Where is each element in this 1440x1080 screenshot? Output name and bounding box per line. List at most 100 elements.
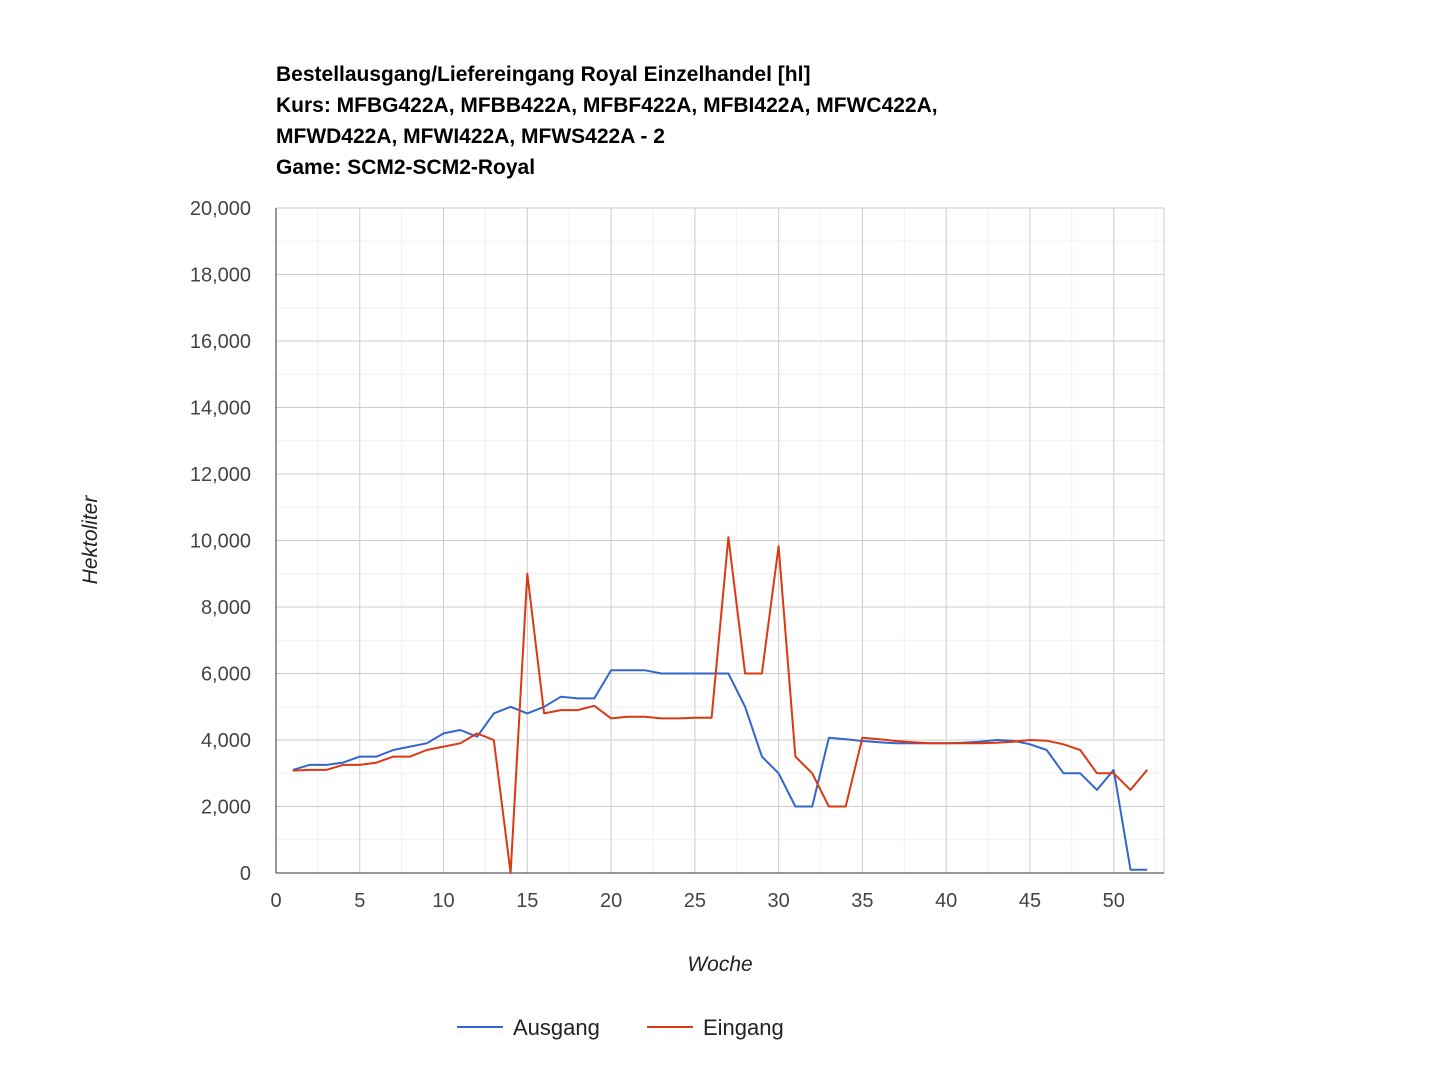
data-point	[744, 672, 747, 675]
data-point	[995, 739, 998, 742]
data-point	[811, 805, 814, 808]
data-point	[425, 742, 428, 745]
data-point	[961, 742, 964, 745]
chart-title: Bestellausgang/Liefereingang Royal Einze…	[276, 59, 938, 183]
data-point	[325, 763, 328, 766]
data-point	[794, 755, 797, 758]
data-point	[911, 741, 914, 744]
minor-gridlines	[276, 208, 1164, 873]
y-axis-tick-labels: 0 2,000 4,000 6,000 8,000 10,000 12,000 14,000 1…	[190, 198, 251, 885]
data-point	[1062, 772, 1065, 775]
data-point	[1045, 739, 1048, 742]
data-point	[308, 763, 311, 766]
data-point	[1129, 868, 1132, 871]
chart-title-line-2: Kurs: MFBG422A, MFBB422A, MFBF422A, MFBI…	[276, 94, 938, 117]
data-point	[559, 709, 562, 712]
x-tick-label: 35	[851, 890, 873, 912]
y-tick-label: 16,000	[190, 331, 251, 353]
data-point	[777, 545, 780, 548]
data-point	[878, 741, 881, 744]
data-point	[928, 742, 931, 745]
data-point	[794, 805, 797, 808]
data-point	[308, 768, 311, 771]
data-point	[693, 716, 696, 719]
data-point	[844, 805, 847, 808]
legend-label-eingang: Eingang	[703, 1015, 784, 1040]
series-ausgang	[292, 669, 1148, 871]
data-point	[476, 735, 479, 738]
data-point	[1012, 740, 1015, 743]
legend-label-ausgang: Ausgang	[513, 1015, 600, 1040]
data-point	[492, 739, 495, 742]
data-point	[526, 572, 529, 575]
data-point	[660, 672, 663, 675]
data-point	[811, 772, 814, 775]
x-axis-tick-labels: 0 5 10 15 20 25 30 35 40 45 50	[270, 890, 1124, 912]
data-point	[710, 716, 713, 719]
data-point	[878, 738, 881, 741]
data-point	[1095, 788, 1098, 791]
data-point	[409, 745, 412, 748]
x-axis-title: Woche	[687, 953, 752, 976]
data-point	[1112, 772, 1115, 775]
y-tick-label: 4,000	[201, 730, 251, 752]
x-tick-label: 50	[1103, 890, 1125, 912]
data-point	[576, 697, 579, 700]
y-tick-label: 20,000	[190, 198, 251, 220]
y-tick-label: 18,000	[190, 265, 251, 287]
data-point	[459, 729, 462, 732]
data-point	[1095, 772, 1098, 775]
data-point	[1028, 739, 1031, 742]
data-point	[677, 717, 680, 720]
x-tick-label: 40	[935, 890, 957, 912]
data-point	[610, 717, 613, 720]
data-point	[760, 755, 763, 758]
y-tick-label: 0	[240, 863, 251, 885]
data-point	[476, 732, 479, 735]
series-line-eingang	[292, 536, 1148, 874]
y-tick-label: 14,000	[190, 398, 251, 420]
data-point	[610, 669, 613, 672]
data-point	[425, 748, 428, 751]
y-tick-label: 6,000	[201, 664, 251, 686]
x-tick-label: 45	[1019, 890, 1041, 912]
x-tick-label: 15	[516, 890, 538, 912]
data-point	[727, 536, 730, 539]
data-point	[727, 672, 730, 675]
data-point	[593, 697, 596, 700]
data-point	[593, 704, 596, 707]
data-point	[492, 712, 495, 715]
data-point	[1129, 788, 1132, 791]
data-point	[442, 732, 445, 735]
data-point	[291, 769, 294, 772]
y-tick-label: 8,000	[201, 597, 251, 619]
data-point	[375, 761, 378, 764]
data-point	[1045, 748, 1048, 751]
data-point	[995, 741, 998, 744]
data-point	[1146, 768, 1149, 771]
data-point	[1028, 743, 1031, 746]
x-tick-label: 10	[432, 890, 454, 912]
chart-title-line-3: MFWD422A, MFWI422A, MFWS422A - 2	[276, 125, 665, 148]
data-point	[945, 742, 948, 745]
data-point	[509, 705, 512, 708]
y-tick-label: 10,000	[190, 531, 251, 553]
x-tick-label: 5	[354, 890, 365, 912]
y-tick-label: 12,000	[190, 464, 251, 486]
data-point	[643, 715, 646, 718]
series-eingang	[291, 536, 1149, 875]
x-tick-label: 0	[270, 890, 281, 912]
data-point	[1079, 748, 1082, 751]
data-point	[509, 872, 512, 875]
data-point	[626, 715, 629, 718]
data-point	[660, 717, 663, 720]
data-point	[643, 669, 646, 672]
data-point	[358, 755, 361, 758]
data-point	[1079, 772, 1082, 775]
legend: Ausgang Eingang	[457, 1015, 784, 1040]
data-point	[375, 755, 378, 758]
data-point	[409, 755, 412, 758]
data-point	[358, 763, 361, 766]
data-point	[459, 742, 462, 745]
